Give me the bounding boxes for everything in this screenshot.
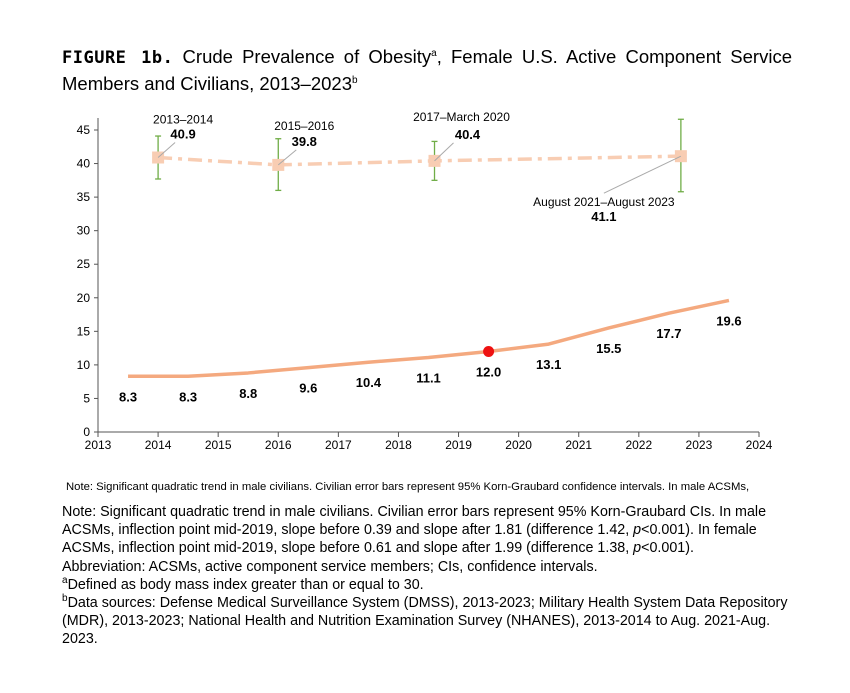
series <box>128 118 730 379</box>
acsm-data-label: 8.8 <box>239 386 257 401</box>
acsm-data-label: 8.3 <box>119 389 137 404</box>
x-tick-label: 2015 <box>205 438 232 452</box>
abbreviation-note: Abbreviation: ACSMs, active component se… <box>62 558 598 575</box>
x-tick-label: 2016 <box>265 438 292 452</box>
y-tick-label: 0 <box>83 425 90 439</box>
footnote-b: bData sources: Defense Medical Surveilla… <box>62 594 802 649</box>
footnote-a-text: Defined as body mass index greater than … <box>67 576 424 593</box>
inflection-point-marker <box>483 345 495 357</box>
acsm-data-label: 11.1 <box>416 371 441 386</box>
acsm-data-label: 13.1 <box>536 357 561 372</box>
x-tick-label: 2018 <box>385 438 412 452</box>
footnote-b-text: Data sources: Defense Medical Surveillan… <box>62 595 788 648</box>
acsm-data-label: 19.6 <box>716 313 741 328</box>
x-tick-label: 2019 <box>445 438 472 452</box>
civilian-period-label: August 2021–August 2023 <box>533 195 675 209</box>
leader-line <box>603 155 682 194</box>
data-labels: 8.3 8.3 8.8 9.6 10.4 11.1 12.0 13.1 15.5 17.7 19.6… <box>119 110 742 404</box>
civilian-data-label: 39.8 <box>292 134 317 149</box>
figure-title: FIGURE 1b. Crude Prevalence of Obesitya,… <box>62 44 792 96</box>
y-tick-label: 20 <box>77 291 91 305</box>
note-text-1: Note: Significant quadratic trend in mal… <box>62 504 767 539</box>
footnote-a-mark: a <box>62 575 68 587</box>
y-tick-label: 30 <box>77 224 91 238</box>
acsm-data-label: 9.6 <box>299 381 317 396</box>
civilian-trend-line <box>157 154 681 167</box>
chart-note-small: Note: Significant quadratic trend in mal… <box>66 481 750 493</box>
x-tick-label: 2021 <box>565 438 592 452</box>
axes: 2013 2014 2015 2016 2017 2018 2019 2020 2021 2022… <box>77 118 773 452</box>
acsm-trend-line <box>128 298 730 379</box>
note-text-2: <0.001). In female ACSMs, inflection poi… <box>62 522 757 557</box>
leader-line <box>277 149 297 166</box>
figure-label: FIGURE 1b. <box>62 48 174 68</box>
leader-line <box>434 142 454 162</box>
footnote-b-mark: b <box>62 593 68 605</box>
x-tick-label: 2023 <box>686 438 713 452</box>
footnote-ref-b: b <box>352 74 358 86</box>
acsm-data-label: 12.0 <box>476 364 501 379</box>
leader-line <box>157 142 176 158</box>
x-tick-label: 2013 <box>85 438 112 452</box>
p-symbol: p <box>633 540 642 557</box>
civilian-period-label: 2015–2016 <box>274 119 334 133</box>
y-tick-label: 15 <box>77 324 91 338</box>
civilian-data-label: 41.1 <box>591 209 616 224</box>
y-tick-label: 5 <box>83 391 90 405</box>
line-chart: 2013 2014 2015 2016 2017 2018 2019 2020 2021 2022… <box>77 110 773 452</box>
civilian-data-label: 40.9 <box>170 127 195 142</box>
acsm-data-label: 8.3 <box>179 389 197 404</box>
civilian-data-label: 40.4 <box>455 127 481 142</box>
acsm-data-label: 10.4 <box>356 375 382 390</box>
y-tick-label: 25 <box>77 257 91 271</box>
x-tick-label: 2024 <box>746 438 773 452</box>
note-paragraph: Note: Significant quadratic trend in mal… <box>62 503 802 558</box>
x-tick-label: 2022 <box>625 438 652 452</box>
acsm-data-label: 15.5 <box>596 341 621 356</box>
title-text: Crude Prevalence of Obesity <box>182 46 432 67</box>
y-tick-label: 40 <box>77 157 91 171</box>
x-tick-label: 2017 <box>325 438 352 452</box>
note-text-3: <0.001). <box>641 540 694 557</box>
y-tick-label: 10 <box>77 358 91 372</box>
p-symbol: p <box>633 522 642 539</box>
figure-notes: Note: Significant quadratic trend in mal… <box>62 503 802 649</box>
y-tick-label: 35 <box>77 190 91 204</box>
y-tick-label: 45 <box>77 123 91 137</box>
acsm-data-label: 17.7 <box>656 326 681 341</box>
footnote-a: aDefined as body mass index greater than… <box>62 576 802 594</box>
x-tick-label: 2020 <box>505 438 532 452</box>
civilian-period-label: 2017–March 2020 <box>413 110 510 124</box>
footnote-ref-a: a <box>431 47 437 59</box>
civilian-period-label: 2013–2014 <box>153 113 213 127</box>
title-text-2: , Female U.S. Active Component Service M… <box>62 46 792 94</box>
x-tick-label: 2014 <box>145 438 172 452</box>
